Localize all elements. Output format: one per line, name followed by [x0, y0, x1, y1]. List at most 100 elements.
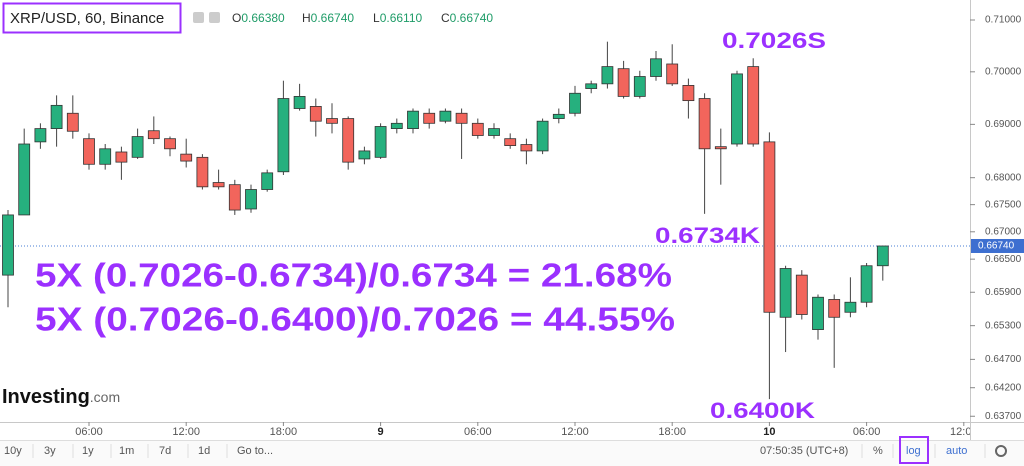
candle-body — [164, 138, 176, 150]
candle-body — [326, 118, 338, 124]
y-tick-label: 0.64700 — [985, 354, 1022, 365]
candle-body — [844, 301, 857, 313]
y-tick-label: 0.70000 — [985, 66, 1022, 77]
gear-icon[interactable] — [995, 445, 1007, 457]
y-tick-label: 0.71000 — [985, 15, 1022, 26]
log-highlight — [899, 436, 929, 464]
candle-body — [277, 98, 290, 173]
candle-body — [2, 214, 14, 276]
annotation: 0.6734K — [655, 223, 760, 248]
x-tick-label: 10 — [763, 426, 775, 438]
annotation: 5X (0.7026-0.6734)/0.6734 = 21.68% — [35, 257, 672, 294]
candle-body — [714, 146, 727, 150]
x-tick-label: 18:00 — [658, 426, 686, 438]
candle-body — [439, 110, 452, 122]
candle-body — [196, 156, 209, 188]
candle-body — [520, 144, 533, 152]
candle-body — [180, 153, 193, 162]
x-tick-label: 12:00 — [561, 426, 589, 438]
x-tick-label: 06:00 — [464, 426, 492, 438]
candle-body — [633, 76, 646, 97]
y-tick-label: 0.69000 — [985, 119, 1022, 130]
chart-title: XRP/USD, 60, Binance — [10, 10, 164, 27]
visibility-icon[interactable] — [193, 12, 204, 23]
y-tick-label: 0.68000 — [985, 172, 1022, 183]
auto-button[interactable]: auto — [946, 445, 967, 457]
candle-body — [423, 112, 436, 124]
ohlc-value: 0.66380 — [241, 11, 285, 25]
ohlc-key: H — [302, 11, 311, 25]
range-button[interactable]: 1d — [198, 445, 210, 457]
candle-body — [245, 189, 257, 210]
x-tick-label: 12:00 — [950, 426, 978, 438]
price-axis: 0.71000 0.70000 0.69000 0.68000 0.67500 0.670… — [970, 15, 1024, 422]
candle-body — [504, 138, 517, 146]
candle-body — [34, 128, 47, 143]
candle-body — [115, 151, 128, 163]
y-tick-label: 0.66500 — [985, 254, 1022, 265]
candle-body — [293, 96, 306, 109]
range-button[interactable]: 1m — [119, 445, 134, 457]
watermark-brand: Investing — [2, 386, 90, 408]
candle-body — [309, 106, 322, 122]
candle-body — [876, 245, 889, 267]
settings-icon[interactable] — [209, 12, 220, 23]
candle-body — [50, 104, 63, 130]
candle-body — [763, 141, 776, 313]
y-tick-label: 0.67500 — [985, 199, 1022, 210]
candle-body — [455, 112, 468, 124]
toolbar-bg — [0, 440, 1024, 466]
range-button[interactable]: 10y — [4, 445, 22, 457]
settings-gear[interactable] — [995, 445, 1007, 457]
candle-body — [488, 128, 500, 136]
candle-body — [828, 299, 841, 318]
range-button[interactable]: 1y — [82, 445, 94, 457]
candle-body — [83, 138, 95, 165]
candle-body — [261, 172, 274, 190]
x-tick-label: 9 — [378, 426, 384, 438]
last-price-box — [971, 238, 1024, 253]
candle-body — [552, 113, 565, 119]
candle-body — [212, 182, 225, 188]
ohlc-legend: O0.66380 H0.66740 L0.66110 C0.66740 — [232, 11, 493, 25]
candle-body — [650, 58, 662, 77]
ohlc-key: O — [232, 11, 241, 25]
candle-body — [66, 112, 79, 132]
candle-body — [228, 184, 241, 211]
candle-body — [131, 136, 144, 158]
annotation: 0.7026S — [722, 28, 826, 53]
candle-body — [536, 120, 549, 152]
watermark: Investing.com — [2, 386, 120, 408]
annotation: 0.6400K — [710, 398, 815, 423]
percent-button[interactable]: % — [873, 445, 883, 457]
y-tick-label: 0.65900 — [985, 287, 1022, 298]
candle-body — [666, 63, 679, 85]
last-price-label: 0.66740 — [978, 241, 1015, 252]
log-button[interactable]: log — [906, 445, 921, 457]
x-tick-label: 12:00 — [172, 426, 200, 438]
candle-body — [812, 296, 824, 330]
range-button[interactable]: 3y — [44, 445, 56, 457]
annotation: 5X (0.7026-0.6400)/0.7026 = 44.55% — [35, 301, 675, 338]
candle-body — [682, 85, 695, 102]
ohlc-value: 0.66740 — [450, 11, 494, 25]
symbol-box[interactable] — [2, 2, 182, 34]
candle-body — [99, 148, 112, 165]
candle-body — [795, 274, 808, 315]
candle-body — [390, 122, 403, 130]
x-tick-label: 18:00 — [270, 426, 298, 438]
y-tick-label: 0.65300 — [985, 320, 1022, 331]
clock: 07:50:35 (UTC+8) — [760, 445, 848, 457]
y-tick-label: 0.63700 — [985, 411, 1022, 422]
y-tick-label: 0.64200 — [985, 382, 1022, 393]
candle-body — [18, 143, 31, 216]
goto-button[interactable]: Go to... — [237, 445, 273, 457]
candle-body — [779, 268, 792, 318]
ohlc-value: 0.66110 — [380, 11, 423, 25]
candle-body — [731, 73, 743, 145]
range-button[interactable]: 7d — [159, 445, 171, 457]
candle-body — [374, 126, 387, 158]
